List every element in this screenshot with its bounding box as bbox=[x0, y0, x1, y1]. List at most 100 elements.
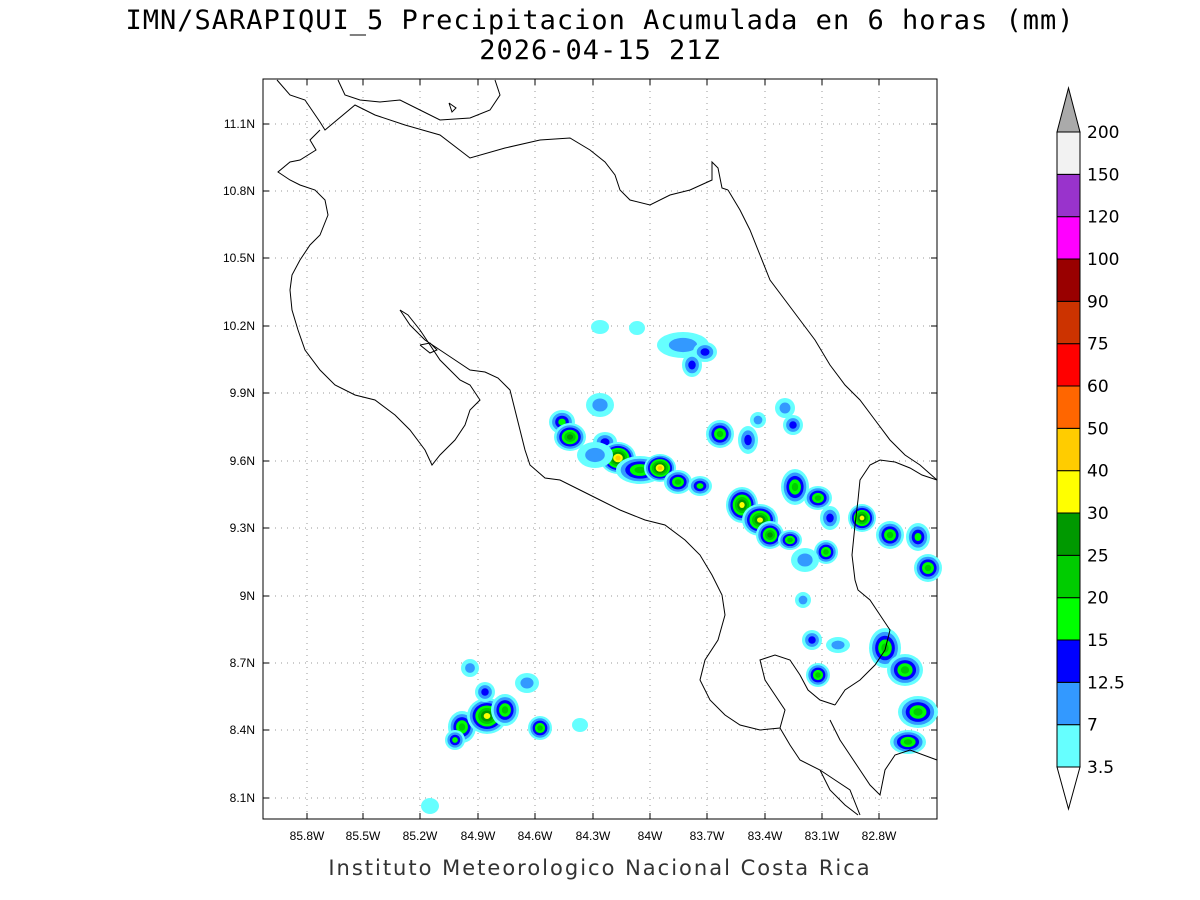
colorbar-label: 90 bbox=[1087, 292, 1109, 312]
coastline bbox=[276, 79, 938, 816]
footer-credit: Instituto Meteorologico Nacional Costa R… bbox=[328, 856, 872, 880]
precip-cell bbox=[789, 421, 797, 429]
colorbar-box bbox=[1056, 724, 1081, 768]
precip-cell bbox=[900, 666, 910, 674]
chart-title: IMN/SARAPIQUI_5 Precipitacion Acumulada … bbox=[125, 5, 1075, 36]
x-tick-label: 85.2W bbox=[403, 829, 438, 843]
colorbar-box bbox=[1056, 427, 1081, 472]
colorbar-label: 3.5 bbox=[1087, 758, 1114, 778]
precip-cell bbox=[572, 718, 588, 732]
precip-cell bbox=[716, 430, 724, 438]
x-tick-label: 84.6W bbox=[518, 829, 553, 843]
colorbar-box bbox=[1056, 470, 1081, 514]
x-axis: 85.8W 85.5W 85.2W 84.9W 84.6W 84.3W 84W 83.7W 83… bbox=[290, 79, 897, 843]
precip-cell bbox=[696, 483, 704, 489]
precip-cell bbox=[657, 465, 663, 471]
y-tick-label: 8.4N bbox=[230, 723, 255, 737]
precip-cell bbox=[914, 533, 922, 541]
colorbar-label: 7 bbox=[1087, 716, 1098, 736]
precip-cell bbox=[585, 447, 605, 463]
precip-cell bbox=[826, 513, 834, 523]
precip-cell bbox=[566, 434, 574, 440]
precip-cell bbox=[674, 479, 682, 485]
precip-cell bbox=[753, 415, 763, 425]
precip-cell bbox=[520, 677, 534, 689]
precip-cell bbox=[886, 531, 894, 539]
precip-cell bbox=[558, 418, 566, 426]
precip-cell bbox=[465, 663, 475, 673]
precip-cell bbox=[634, 466, 646, 474]
colorbar-box bbox=[1056, 639, 1081, 683]
colorbar-box bbox=[1056, 597, 1081, 641]
precip-cell bbox=[903, 739, 913, 745]
precip-cell bbox=[501, 706, 509, 714]
precip-cell bbox=[791, 482, 799, 492]
y-axis: 11.1N 10.8N 10.5N 10.2N 9.9N 9.6N 9.3N 9N 8.7N 8.… bbox=[223, 117, 937, 805]
precip-cell bbox=[483, 713, 491, 719]
precip-cell bbox=[924, 564, 932, 572]
precip-cell bbox=[859, 515, 865, 521]
precip-cell bbox=[814, 495, 822, 501]
precip-cell bbox=[615, 455, 621, 461]
precip-cell bbox=[668, 337, 698, 353]
colorbar-box bbox=[1056, 258, 1081, 302]
colorbar-label: 40 bbox=[1087, 462, 1109, 482]
colorbar-label: 100 bbox=[1087, 250, 1119, 270]
colorbar-label: 120 bbox=[1087, 208, 1119, 228]
colorbar-bottom-arrow bbox=[1056, 766, 1081, 811]
colorbar-box bbox=[1056, 681, 1081, 726]
precip-cell bbox=[808, 636, 816, 644]
colorbar-label: 20 bbox=[1087, 589, 1109, 609]
precip-cell bbox=[739, 502, 745, 508]
colorbar-box bbox=[1056, 343, 1081, 387]
y-tick-label: 9.3N bbox=[230, 521, 255, 535]
x-tick-label: 85.5W bbox=[346, 829, 381, 843]
precip-cell bbox=[757, 517, 763, 523]
y-tick-label: 9.6N bbox=[230, 454, 255, 468]
x-tick-label: 83.4W bbox=[748, 829, 783, 843]
colorbar-label: 200 bbox=[1087, 123, 1119, 143]
x-tick-label: 85.8W bbox=[290, 829, 325, 843]
colorbar-label: 15 bbox=[1087, 631, 1109, 651]
precip-cell bbox=[831, 640, 845, 650]
precip-cell bbox=[688, 360, 696, 370]
x-tick-label: 84.9W bbox=[461, 829, 496, 843]
precip-cell bbox=[744, 434, 752, 446]
colorbar-box bbox=[1056, 173, 1081, 218]
y-tick-label: 10.2N bbox=[223, 319, 255, 333]
x-tick-label: 83.7W bbox=[690, 829, 725, 843]
colorbar-label: 50 bbox=[1087, 419, 1109, 439]
precip-cell bbox=[421, 798, 439, 814]
colorbar-label: 60 bbox=[1087, 377, 1109, 397]
precip-cell bbox=[537, 725, 543, 731]
colorbar-box bbox=[1056, 131, 1081, 175]
y-tick-label: 9.9N bbox=[230, 386, 255, 400]
chart-subtitle: 2026-04-15 21Z bbox=[479, 35, 721, 66]
precip-cell bbox=[913, 708, 923, 716]
colorbar-label: 12.5 bbox=[1087, 673, 1125, 693]
y-tick-label: 8.7N bbox=[230, 656, 255, 670]
precip-cell bbox=[592, 398, 608, 412]
x-tick-label: 83.1W bbox=[805, 829, 840, 843]
y-tick-label: 10.8N bbox=[223, 184, 255, 198]
y-tick-label: 11.1N bbox=[224, 117, 255, 131]
colorbar-label: 25 bbox=[1087, 546, 1109, 566]
colorbar-box bbox=[1056, 300, 1081, 345]
colorbar-box bbox=[1056, 554, 1081, 599]
precip-cell bbox=[591, 320, 609, 334]
colorbar-box bbox=[1056, 216, 1081, 260]
precip-cell bbox=[629, 321, 645, 335]
precip-cell bbox=[779, 402, 791, 414]
y-tick-label: 10.5N bbox=[223, 251, 255, 265]
precip-cell bbox=[798, 595, 808, 605]
x-tick-label: 84.3W bbox=[576, 829, 611, 843]
y-tick-label: 8.1N bbox=[230, 791, 255, 805]
x-tick-label: 84W bbox=[638, 829, 663, 843]
precip-cell bbox=[452, 737, 458, 743]
precip-cell bbox=[823, 549, 829, 555]
precip-cell bbox=[767, 532, 773, 538]
precip-cell bbox=[797, 553, 813, 567]
precip-cell bbox=[458, 723, 466, 731]
colorbar: 3.5 7 12.5 15 20 25 30 40 50 60 75 90 100 120 150 200 bbox=[1056, 86, 1125, 811]
